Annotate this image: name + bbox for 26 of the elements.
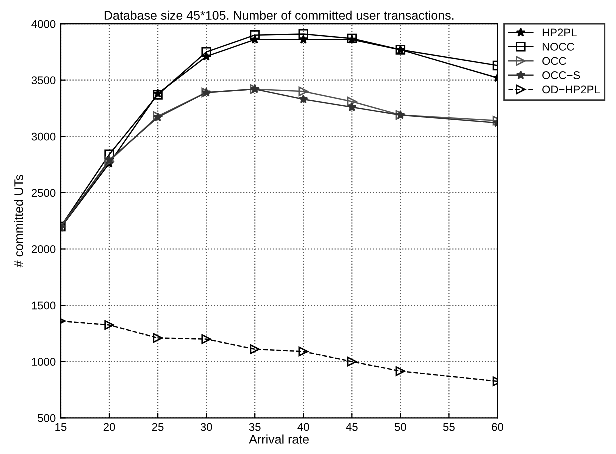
- legend-label: HP2PL: [542, 28, 577, 37]
- y-tick-label: 3000: [32, 132, 56, 141]
- chart-title: Database size 45*105. Number of committed user transactions.: [104, 10, 454, 20]
- y-tick-label: 2500: [32, 189, 56, 198]
- x-tick-label: 45: [346, 423, 358, 432]
- legend-label: OCC−S: [542, 72, 580, 80]
- legend-label: NOCC: [542, 43, 574, 51]
- y-tick-label: 2000: [32, 246, 56, 254]
- y-tick-label: 3500: [32, 76, 56, 84]
- x-axis-title: Arrival rate: [249, 434, 310, 444]
- y-axis-title: # committed UTs: [14, 175, 24, 268]
- y-tick-label: 500: [38, 414, 56, 422]
- legend-label: OD−HP2PL: [542, 86, 600, 94]
- y-tick-label: 4000: [32, 20, 56, 28]
- x-tick-label: 15: [56, 423, 67, 432]
- x-tick-label: 55: [443, 423, 455, 432]
- x-tick-label: 60: [492, 423, 504, 432]
- x-tick-label: 30: [200, 423, 212, 432]
- y-tick-label: 1500: [32, 302, 56, 310]
- x-tick-label: 20: [104, 423, 116, 432]
- x-tick-label: 50: [394, 423, 406, 432]
- x-tick-label: 35: [249, 423, 261, 432]
- legend-label: OCC: [542, 57, 566, 66]
- x-tick-label: 40: [298, 423, 310, 432]
- x-tick-label: 25: [152, 423, 164, 432]
- y-tick-label: 1000: [32, 358, 56, 366]
